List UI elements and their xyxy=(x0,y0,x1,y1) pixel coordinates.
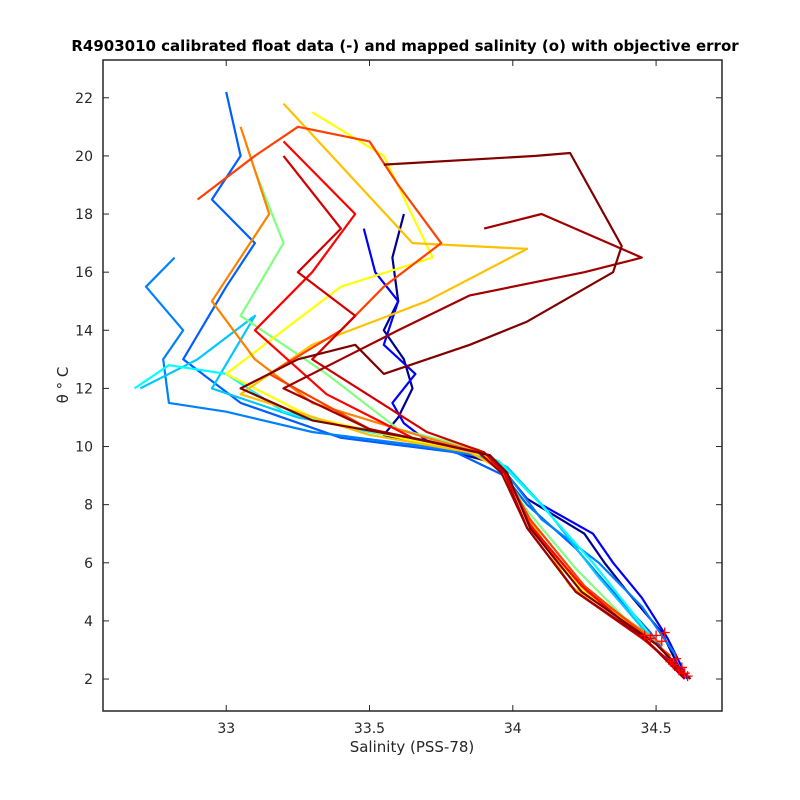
y-tick-label: 20 xyxy=(75,149,93,165)
mapped-marker xyxy=(676,662,687,673)
y-tick-label: 6 xyxy=(84,556,93,572)
profile-line-14 xyxy=(282,212,686,680)
mapped-marker xyxy=(651,630,662,641)
mapped-marker xyxy=(668,659,679,670)
mapped-marker xyxy=(671,653,682,664)
mapped-marker xyxy=(639,630,650,641)
y-tick-label: 12 xyxy=(75,381,93,397)
x-tick-label: 33.5 xyxy=(354,721,385,737)
mapped-marker xyxy=(682,671,693,682)
profile-line-3 xyxy=(182,91,680,674)
x-axis-label: Salinity (PSS-78) xyxy=(350,738,475,756)
mapped-salinity-markers xyxy=(639,627,693,682)
y-tick-label: 14 xyxy=(75,323,93,339)
y-axis: 2 4 6 8 10 12 14 16 18 20 22 xyxy=(75,91,722,688)
y-axis-label: θ ° C xyxy=(54,367,72,404)
chart-title: R4903010 calibrated float data (-) and m… xyxy=(71,37,739,55)
profile-line-9 xyxy=(239,102,646,634)
x-tick-label: 33 xyxy=(217,721,235,737)
x-tick-label: 34 xyxy=(504,721,522,737)
y-tick-label: 2 xyxy=(84,672,93,688)
series-layer xyxy=(133,91,692,680)
axes-box xyxy=(102,59,723,712)
profile-line-15 xyxy=(239,151,692,680)
y-tick-label: 4 xyxy=(84,614,93,630)
mapped-marker xyxy=(659,627,670,638)
y-tick-label: 22 xyxy=(75,91,93,107)
mapped-marker xyxy=(656,636,667,647)
y-tick-label: 18 xyxy=(75,207,93,223)
y-tick-label: 8 xyxy=(84,498,93,514)
y-tick-label: 10 xyxy=(75,440,93,456)
x-tick-label: 34.5 xyxy=(641,721,672,737)
x-axis: 33 33.5 34 34.5 xyxy=(217,60,672,737)
y-tick-label: 16 xyxy=(75,265,93,281)
profile-line-4 xyxy=(144,256,678,657)
mapped-marker xyxy=(645,633,656,644)
profile-line-7 xyxy=(239,169,646,640)
